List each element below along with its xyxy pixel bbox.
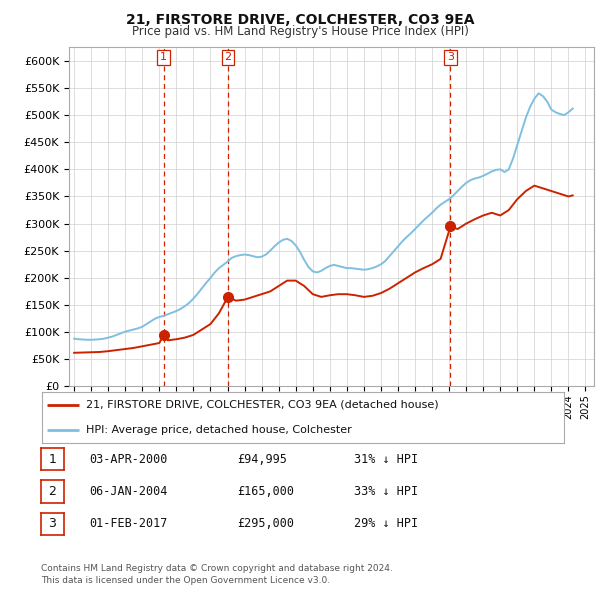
Text: 21, FIRSTORE DRIVE, COLCHESTER, CO3 9EA: 21, FIRSTORE DRIVE, COLCHESTER, CO3 9EA (126, 13, 474, 27)
Text: £165,000: £165,000 (237, 485, 294, 498)
Text: 33% ↓ HPI: 33% ↓ HPI (354, 485, 418, 498)
Text: £295,000: £295,000 (237, 517, 294, 530)
Text: 2: 2 (224, 53, 232, 63)
Text: 1: 1 (160, 53, 167, 63)
Text: 31% ↓ HPI: 31% ↓ HPI (354, 453, 418, 466)
Text: 3: 3 (447, 53, 454, 63)
Text: £94,995: £94,995 (237, 453, 287, 466)
Text: 01-FEB-2017: 01-FEB-2017 (89, 517, 167, 530)
Text: 1: 1 (48, 453, 56, 466)
Text: Contains HM Land Registry data © Crown copyright and database right 2024.
This d: Contains HM Land Registry data © Crown c… (41, 565, 392, 585)
Text: Price paid vs. HM Land Registry's House Price Index (HPI): Price paid vs. HM Land Registry's House … (131, 25, 469, 38)
Text: 06-JAN-2004: 06-JAN-2004 (89, 485, 167, 498)
Text: 29% ↓ HPI: 29% ↓ HPI (354, 517, 418, 530)
Text: 3: 3 (48, 517, 56, 530)
Text: 21, FIRSTORE DRIVE, COLCHESTER, CO3 9EA (detached house): 21, FIRSTORE DRIVE, COLCHESTER, CO3 9EA … (86, 400, 439, 410)
Text: HPI: Average price, detached house, Colchester: HPI: Average price, detached house, Colc… (86, 425, 352, 435)
Text: 2: 2 (48, 485, 56, 498)
Text: 03-APR-2000: 03-APR-2000 (89, 453, 167, 466)
